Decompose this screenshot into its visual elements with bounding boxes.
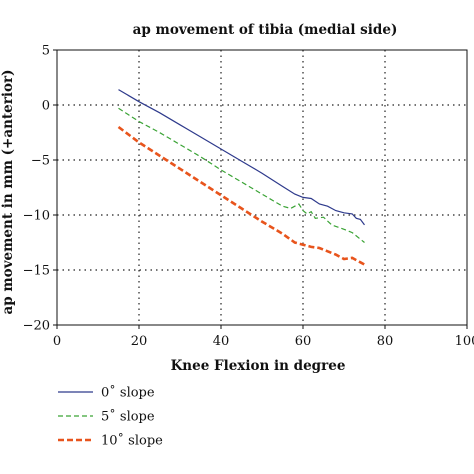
series-line-2 (117, 125, 366, 266)
x-tick-label: 20 (131, 334, 148, 349)
y-tick-label: −10 (23, 209, 50, 224)
series-layer (117, 89, 366, 266)
x-tick-label: 60 (295, 334, 312, 349)
legend-label-1: 5˚ slope (101, 409, 155, 425)
x-tick-label: 80 (377, 334, 394, 349)
x-tick-label: 100 (455, 334, 474, 349)
x-axis-label: Knee Flexion in degree (171, 358, 346, 374)
y-tick-label: −15 (23, 264, 50, 279)
y-axis-label: ap movement in mm (+anterior) (0, 70, 16, 315)
chart-title: ap movement of tibia (medial side) (133, 22, 398, 38)
plot-frame (56, 49, 468, 326)
legend: 0˚ slope 5˚ slope 10˚ slope (58, 385, 163, 449)
legend-label-0: 0˚ slope (101, 385, 155, 401)
y-tick-label: −5 (31, 154, 50, 169)
x-tick-label: 40 (213, 334, 230, 349)
ticks-layer: 0 20 40 60 80 100 5 0 −5 −10 −15 −20 (23, 44, 474, 350)
y-tick-label: 0 (42, 99, 50, 114)
y-tick-label: −20 (23, 319, 50, 334)
legend-label-2: 10˚ slope (101, 433, 163, 449)
series-line-0 (118, 89, 365, 226)
y-tick-label: 5 (42, 44, 50, 59)
x-tick-label: 0 (53, 334, 61, 349)
grid-layer (57, 50, 467, 325)
series-line-1 (118, 107, 365, 243)
